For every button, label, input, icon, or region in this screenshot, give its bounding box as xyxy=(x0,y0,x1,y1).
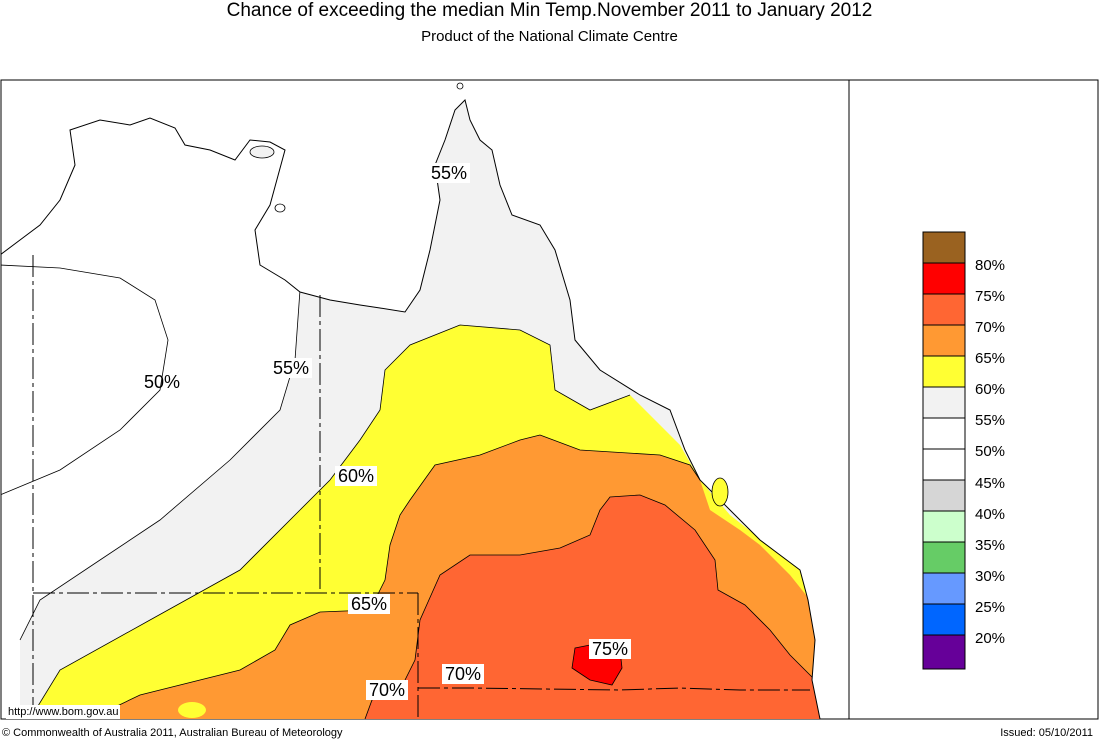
contour-label-70-east: 70% xyxy=(442,664,485,684)
region-60-patch xyxy=(178,702,206,718)
legend-label-75: 75% xyxy=(975,288,1006,305)
legend-label-30: 30% xyxy=(975,568,1006,585)
legend-label-60: 60% xyxy=(975,381,1006,398)
legend-label-40: 40% xyxy=(975,506,1006,523)
map-subtitle: Product of the National Climate Centre xyxy=(421,28,678,45)
legend-label-55: 55% xyxy=(975,412,1006,429)
contour-label-55-west: 55% xyxy=(270,358,313,378)
legend-label-45: 45% xyxy=(975,475,1006,492)
issued-date: Issued: 05/10/2011 xyxy=(1000,727,1093,739)
contour-label-55-north: 55% xyxy=(428,163,471,183)
legend-label-50: 50% xyxy=(975,443,1006,460)
legend-label-25: 25% xyxy=(975,599,1006,616)
border-qld-nsw xyxy=(418,687,810,691)
legend-label-65: 65% xyxy=(975,350,1006,367)
legend-label-80: 80% xyxy=(975,257,1006,274)
contour-label-60: 60% xyxy=(335,466,378,486)
contour-label-65: 65% xyxy=(348,594,391,614)
legend-label-35: 35% xyxy=(975,537,1006,554)
bom-url-link[interactable]: http://www.bom.gov.au xyxy=(6,705,121,719)
legend-swatches xyxy=(922,231,966,670)
contour-label-70-west: 70% xyxy=(366,680,409,700)
map-title: Chance of exceeding the median Min Temp.… xyxy=(226,0,873,21)
coastline xyxy=(1,99,821,719)
copyright-text: © Commonwealth of Australia 2011, Austra… xyxy=(2,727,343,739)
legend-label-20: 20% xyxy=(975,630,1006,647)
region-70 xyxy=(365,495,820,719)
contour-label-75: 75% xyxy=(589,639,632,659)
legend-label-70: 70% xyxy=(975,319,1006,336)
contour-label-50: 50% xyxy=(144,372,181,392)
